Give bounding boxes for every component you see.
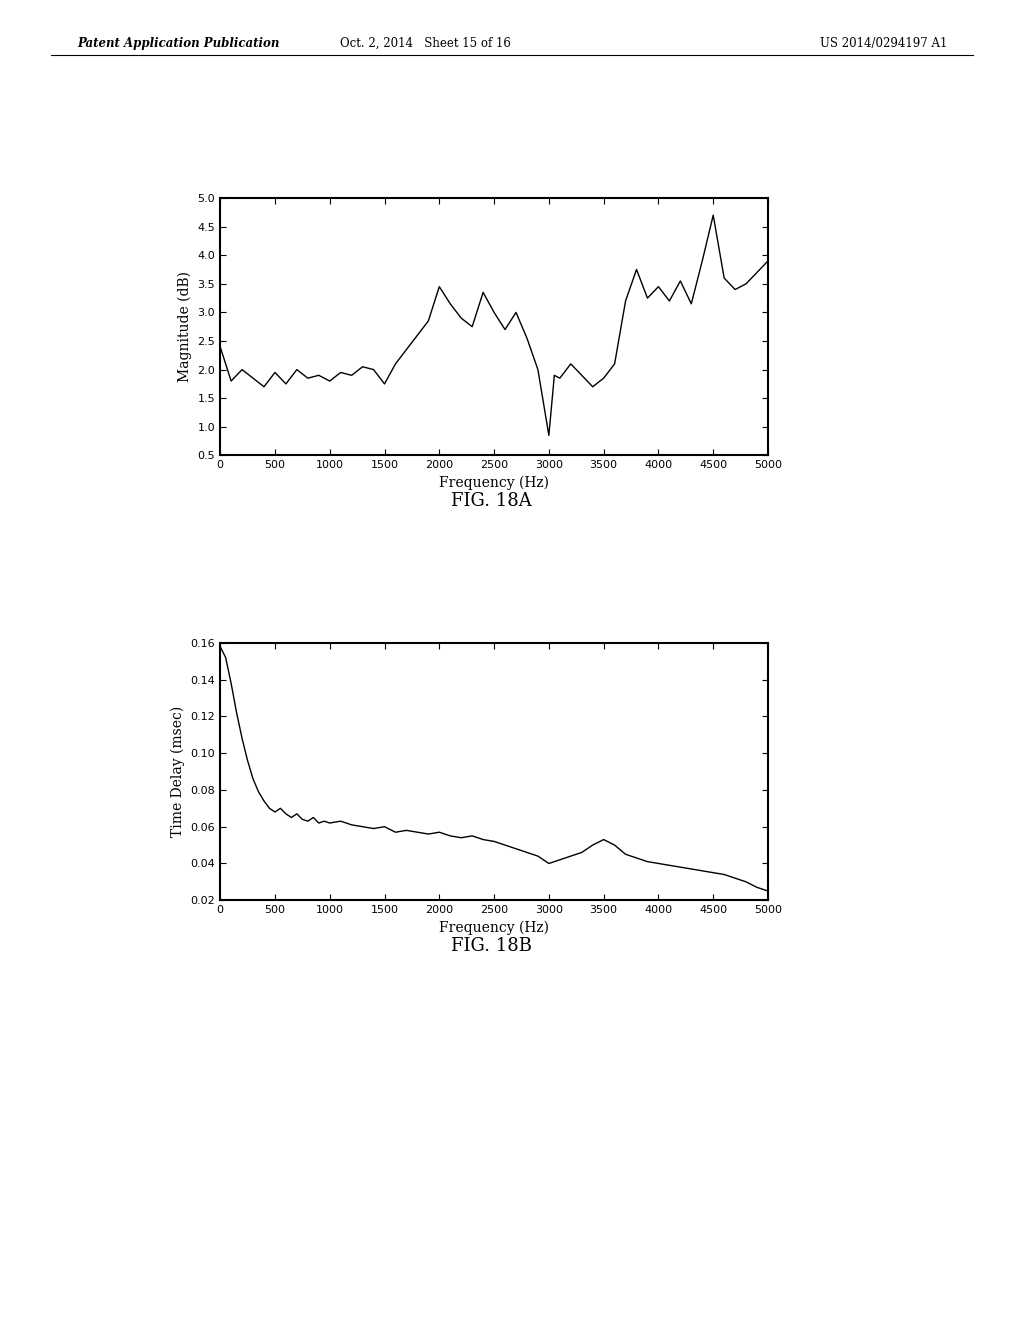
Text: US 2014/0294197 A1: US 2014/0294197 A1 (820, 37, 947, 50)
Text: FIG. 18A: FIG. 18A (452, 492, 531, 511)
Text: FIG. 18B: FIG. 18B (451, 937, 532, 956)
Text: Oct. 2, 2014   Sheet 15 of 16: Oct. 2, 2014 Sheet 15 of 16 (340, 37, 510, 50)
Y-axis label: Magnitude (dB): Magnitude (dB) (177, 271, 191, 383)
Text: Patent Application Publication: Patent Application Publication (77, 37, 280, 50)
Y-axis label: Time Delay (msec): Time Delay (msec) (171, 706, 185, 837)
X-axis label: Frequency (Hz): Frequency (Hz) (439, 475, 549, 490)
X-axis label: Frequency (Hz): Frequency (Hz) (439, 920, 549, 935)
